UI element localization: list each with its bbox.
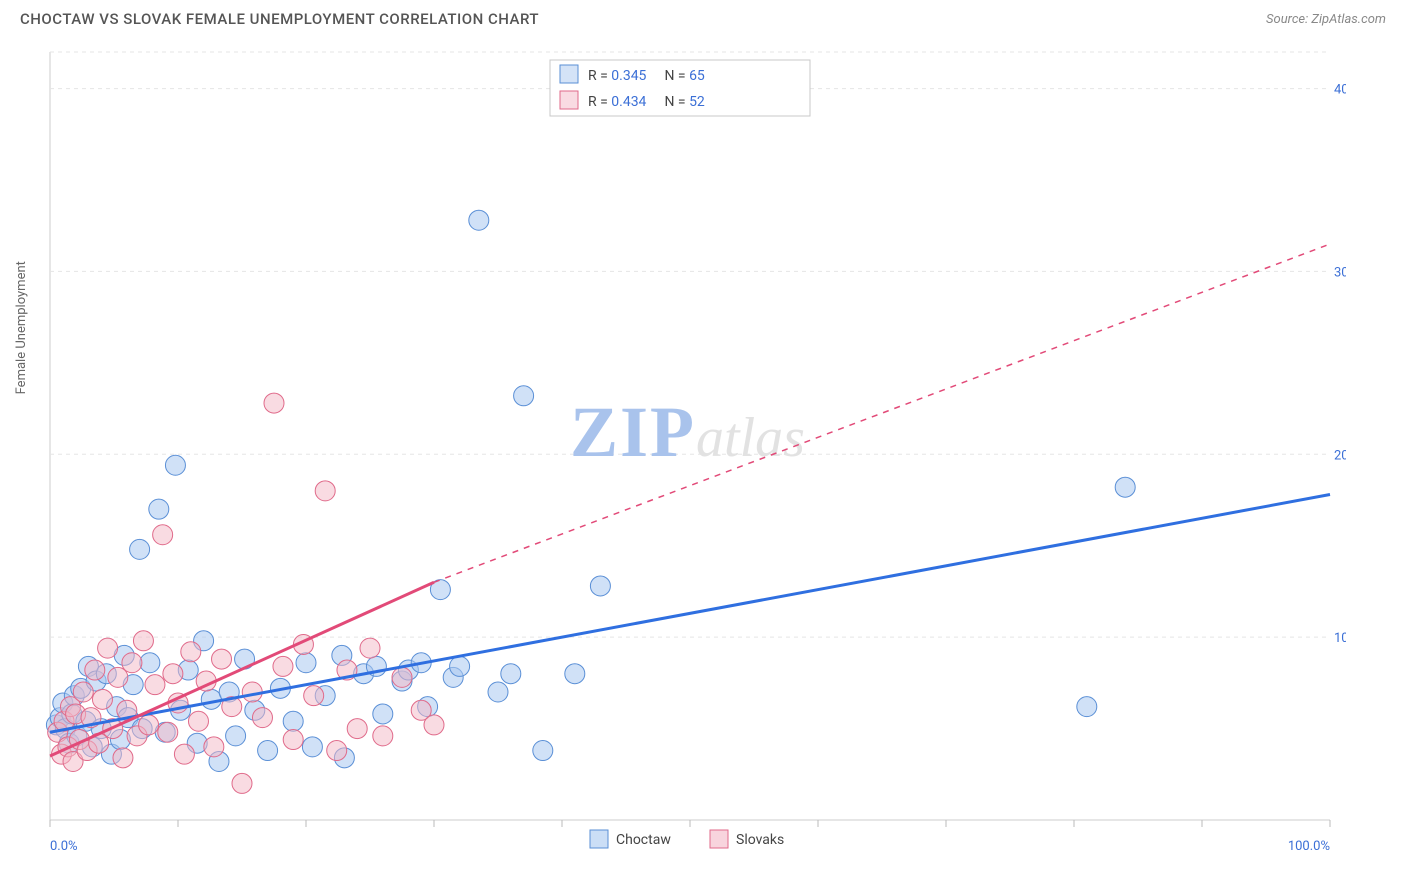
y-tick-label: 10.0% <box>1334 631 1346 646</box>
scatter-chart: 0.0%100.0%10.0%20.0%30.0%40.0%ZIPatlasR … <box>20 40 1346 860</box>
data-point <box>226 726 246 746</box>
data-point <box>296 653 316 673</box>
x-tick-label: 100.0% <box>1288 839 1330 854</box>
data-point <box>302 737 322 757</box>
y-tick-label: 40.0% <box>1334 83 1346 98</box>
trend-line <box>50 495 1330 733</box>
data-point <box>373 704 393 724</box>
data-point <box>283 730 303 750</box>
legend-label: Slovaks <box>736 832 784 848</box>
data-point <box>139 715 159 735</box>
data-point <box>149 499 169 519</box>
data-point <box>565 664 585 684</box>
data-point <box>392 667 412 687</box>
data-point <box>181 642 201 662</box>
source-attribution: Source: ZipAtlas.com <box>1266 12 1386 27</box>
y-tick-label: 30.0% <box>1334 265 1346 280</box>
data-point <box>92 689 112 709</box>
data-point <box>98 638 118 658</box>
data-point <box>212 649 232 669</box>
data-point <box>140 653 160 673</box>
legend-label: Choctaw <box>616 832 671 848</box>
data-point <box>514 386 534 406</box>
data-point <box>264 393 284 413</box>
data-point <box>424 715 444 735</box>
data-point <box>145 675 165 695</box>
data-point <box>153 525 173 545</box>
data-point <box>204 737 224 757</box>
data-point <box>501 664 521 684</box>
data-point <box>533 741 553 761</box>
legend-swatch <box>710 830 728 848</box>
data-point <box>130 539 150 559</box>
data-point <box>273 656 293 676</box>
data-point <box>232 773 252 793</box>
data-point <box>85 660 105 680</box>
trend-line-extrapolated <box>434 244 1330 582</box>
data-point <box>252 708 272 728</box>
data-point <box>327 741 347 761</box>
chart-title: CHOCTAW VS SLOVAK FEMALE UNEMPLOYMENT CO… <box>20 10 539 28</box>
data-point <box>315 481 335 501</box>
data-point <box>258 741 278 761</box>
legend-swatch <box>590 830 608 848</box>
legend-swatch <box>560 91 578 109</box>
data-point <box>201 689 221 709</box>
legend-swatch <box>560 65 578 83</box>
data-point <box>283 711 303 731</box>
data-point <box>488 682 508 702</box>
data-point <box>133 631 153 651</box>
data-point <box>158 722 178 742</box>
data-point <box>73 682 93 702</box>
data-point <box>373 726 393 746</box>
data-point <box>360 638 380 658</box>
y-tick-label: 20.0% <box>1334 448 1346 463</box>
data-point <box>304 686 324 706</box>
watermark: ZIPatlas <box>570 392 805 472</box>
data-point <box>188 711 208 731</box>
data-point <box>347 719 367 739</box>
x-tick-label: 0.0% <box>50 839 78 854</box>
data-point <box>1077 697 1097 717</box>
data-point <box>113 748 133 768</box>
data-point <box>469 210 489 230</box>
data-point <box>1115 477 1135 497</box>
data-point <box>174 744 194 764</box>
y-axis-label: Female Unemployment <box>14 261 29 394</box>
data-point <box>590 576 610 596</box>
data-point <box>165 455 185 475</box>
data-point <box>450 656 470 676</box>
data-point <box>122 653 142 673</box>
chart-container: Female Unemployment 0.0%100.0%10.0%20.0%… <box>20 40 1386 882</box>
data-point <box>163 664 183 684</box>
